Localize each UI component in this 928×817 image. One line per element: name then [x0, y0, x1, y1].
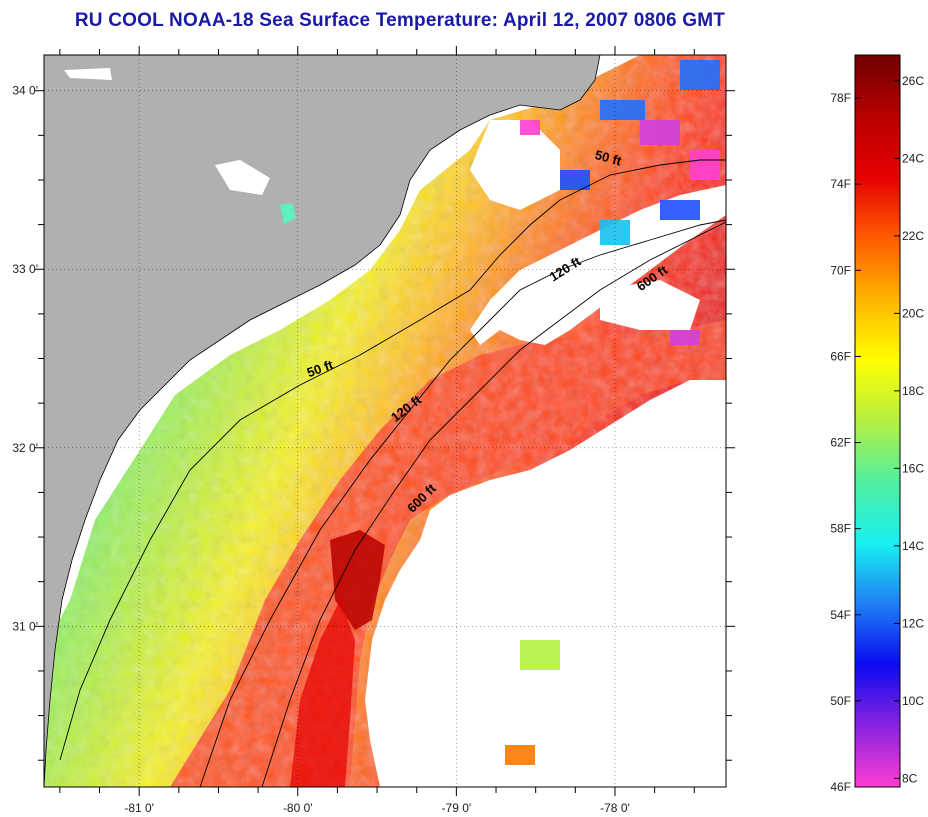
lon-tick-label: -80 0' [283, 801, 313, 815]
colorbar-c-label: 18C [902, 384, 924, 398]
colorbar-c-label: 24C [902, 151, 924, 165]
colorbar-c-label: 8C [902, 771, 918, 785]
colorbar-f-label: 46F [830, 780, 851, 794]
isobath-label: 50 ft [593, 147, 623, 169]
colorbar-c-label: 14C [902, 539, 924, 553]
axis-labels: -81 0' -80 0' -79 0' -78 0' 34 0' 33 0' 32 0' 3… [12, 84, 629, 815]
colorbar-f-label: 66F [830, 349, 851, 363]
colorbar-ramp [854, 54, 901, 788]
land-cloud-nw [64, 68, 112, 80]
lat-tick-label: 31 0' [12, 619, 38, 633]
temperature-colorbar: 78F 74F 70F 66F 62F 58F 54F 50F 46F 26C 24C 22C 20C 1… [830, 54, 924, 794]
colorbar-f-label: 62F [830, 436, 851, 450]
chart-title: RU COOL NOAA-18 Sea Surface Temperature:… [74, 10, 726, 31]
isobath-600ft [261, 221, 726, 787]
colorbar-c-label: 12C [902, 616, 924, 630]
axis-ticks [35, 46, 735, 796]
cold-pixels-north [505, 60, 720, 765]
colorbar-f-label: 78F [830, 91, 851, 105]
land-lake [280, 203, 296, 224]
map-frame [43, 54, 727, 788]
gulf-stream-warm-band [170, 320, 726, 787]
warm-core-patch [290, 600, 355, 787]
isobath-120ft [199, 219, 726, 787]
gulf-stream-core [330, 530, 385, 630]
colorbar-c-label: 26C [902, 74, 924, 88]
isobath-50ft [59, 159, 726, 761]
lon-tick-label: -78 0' [600, 801, 630, 815]
colorbar-c-label: 22C [902, 229, 924, 243]
cloud-cover-north [470, 185, 726, 345]
colorbar-c-label: 10C [902, 694, 924, 708]
land-cloud-patch [215, 160, 270, 195]
cloud-cover-offshore [365, 380, 726, 787]
colorbar-ticks: 78F 74F 70F 66F 62F 58F 54F 50F 46F 26C 24C 22C 20C 1… [830, 74, 924, 794]
colorbar-f-label: 50F [830, 694, 851, 708]
cloud-cover-nearshore [470, 120, 560, 210]
colorbar-f-label: 58F [830, 522, 851, 536]
colorbar-c-label: 16C [902, 461, 924, 475]
colorbar-f-label: 70F [830, 263, 851, 277]
colorbar-f-label: 74F [830, 177, 851, 191]
colorbar-f-label: 54F [830, 608, 851, 622]
lon-tick-label: -81 0' [124, 801, 154, 815]
lon-tick-label: -79 0' [442, 801, 472, 815]
land-mass [44, 55, 601, 787]
colorbar-c-label: 20C [902, 306, 924, 320]
graticule [44, 55, 726, 787]
lat-tick-label: 34 0' [12, 84, 38, 98]
lat-tick-label: 32 0' [12, 441, 38, 455]
lat-tick-label: 33 0' [12, 262, 38, 276]
cloud-patch-ne [600, 280, 700, 330]
